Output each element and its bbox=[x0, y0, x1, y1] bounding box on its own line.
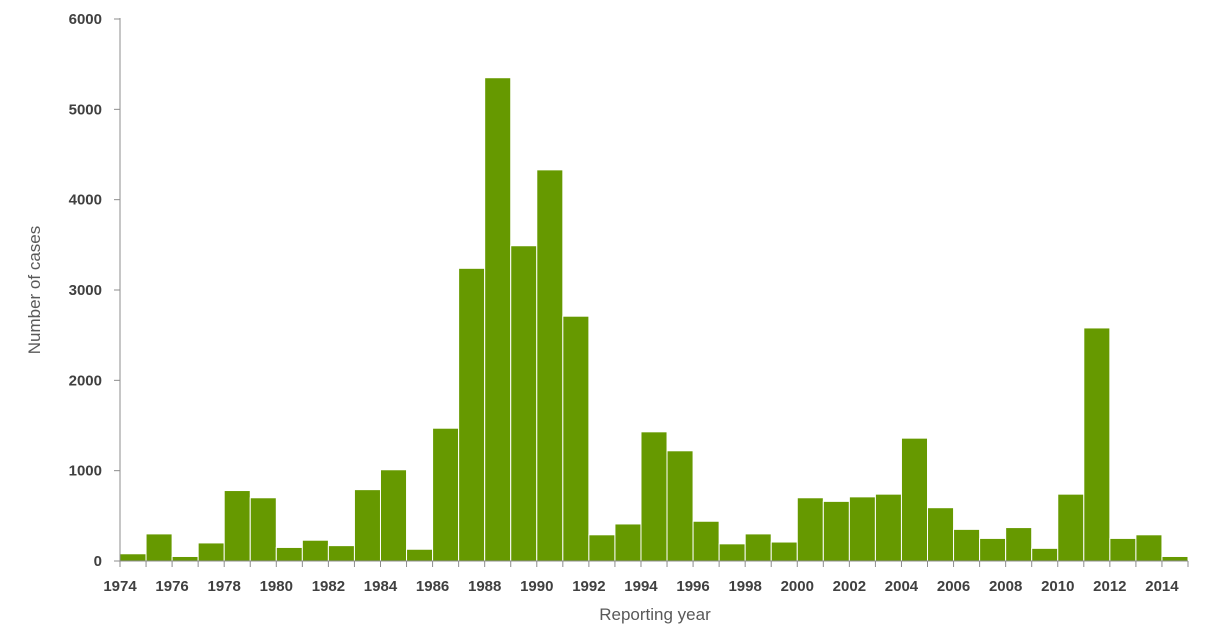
bar-2000 bbox=[796, 497, 824, 562]
bar-1994 bbox=[640, 431, 668, 562]
y-tick-label: 5000 bbox=[69, 101, 102, 118]
bar-2005 bbox=[927, 507, 955, 562]
y-tick-label: 4000 bbox=[69, 192, 102, 209]
x-tick-label: 1988 bbox=[468, 578, 501, 595]
bar-2014 bbox=[1161, 555, 1189, 562]
y-axis-title: Number of cases bbox=[25, 226, 44, 355]
bar-1988 bbox=[484, 77, 512, 562]
x-tick-label: 1998 bbox=[728, 578, 761, 595]
bar-1985 bbox=[406, 548, 434, 562]
bar-1974 bbox=[119, 553, 147, 562]
x-tick-label: 2000 bbox=[781, 578, 814, 595]
bar-2011 bbox=[1083, 327, 1111, 562]
x-tick-label: 1980 bbox=[260, 578, 293, 595]
bar-1981 bbox=[301, 539, 329, 562]
x-tick-label: 1994 bbox=[624, 578, 658, 595]
x-tick-label: 1976 bbox=[155, 578, 188, 595]
bar-1987 bbox=[458, 267, 486, 562]
x-axis-ticks: 1974 1976 1978 1980 1982 1984 1986 1988 1990 1992… bbox=[103, 561, 1189, 595]
x-tick-label: 2006 bbox=[937, 578, 970, 595]
x-tick-label: 2014 bbox=[1145, 578, 1179, 595]
bar-1978 bbox=[223, 490, 251, 562]
x-tick-label: 1982 bbox=[312, 578, 345, 595]
bar-2008 bbox=[1005, 527, 1033, 562]
bar-1995 bbox=[666, 450, 694, 562]
bar-2013 bbox=[1135, 534, 1163, 562]
x-tick-label: 2010 bbox=[1041, 578, 1074, 595]
y-tick-label: 6000 bbox=[69, 11, 102, 28]
bar-1986 bbox=[432, 427, 460, 562]
bar-1982 bbox=[327, 545, 355, 562]
x-tick-label: 2008 bbox=[989, 578, 1022, 595]
bar-1984 bbox=[379, 469, 408, 562]
bar-1999 bbox=[770, 541, 798, 562]
bar-1996 bbox=[692, 520, 720, 562]
bar-1989 bbox=[510, 245, 538, 562]
x-tick-label: 1978 bbox=[208, 578, 241, 595]
x-tick-label: 1986 bbox=[416, 578, 449, 595]
bar-1977 bbox=[197, 542, 225, 562]
x-axis-title: Reporting year bbox=[599, 605, 711, 624]
bar-2004 bbox=[900, 437, 929, 562]
y-tick-label: 0 bbox=[94, 553, 102, 570]
x-tick-label: 2012 bbox=[1093, 578, 1126, 595]
bar-1983 bbox=[353, 489, 381, 562]
bar-1976 bbox=[171, 555, 199, 562]
bar-1998 bbox=[744, 533, 772, 562]
bar-2006 bbox=[953, 528, 981, 562]
x-tick-label: 1992 bbox=[572, 578, 605, 595]
bar-1979 bbox=[249, 497, 277, 562]
x-tick-label: 1990 bbox=[520, 578, 553, 595]
bar-1990 bbox=[536, 169, 564, 562]
bar-2009 bbox=[1031, 547, 1059, 562]
bar-1992 bbox=[588, 534, 616, 562]
x-tick-label: 1996 bbox=[676, 578, 709, 595]
x-tick-label: 1984 bbox=[364, 578, 398, 595]
bar-2010 bbox=[1057, 493, 1085, 562]
y-tick-label: 3000 bbox=[69, 282, 102, 299]
y-tick-label: 2000 bbox=[69, 372, 102, 389]
x-tick-label: 1974 bbox=[103, 578, 137, 595]
bar-1975 bbox=[145, 533, 173, 562]
bar-2012 bbox=[1109, 537, 1137, 562]
bar-2007 bbox=[979, 537, 1007, 562]
x-tick-label: 2002 bbox=[833, 578, 866, 595]
bar-2002 bbox=[848, 496, 876, 562]
y-axis-ticks: 0 1000 2000 3000 4000 5000 6000 bbox=[69, 11, 120, 570]
bar-2001 bbox=[822, 500, 850, 562]
bar-1991 bbox=[562, 315, 590, 562]
x-tick-label: 2004 bbox=[885, 578, 919, 595]
bar-1997 bbox=[718, 543, 746, 562]
bar-1980 bbox=[275, 546, 303, 562]
bar-1993 bbox=[614, 523, 642, 562]
y-tick-label: 1000 bbox=[69, 463, 102, 480]
bars-group bbox=[119, 77, 1189, 562]
bar-2003 bbox=[874, 493, 902, 562]
